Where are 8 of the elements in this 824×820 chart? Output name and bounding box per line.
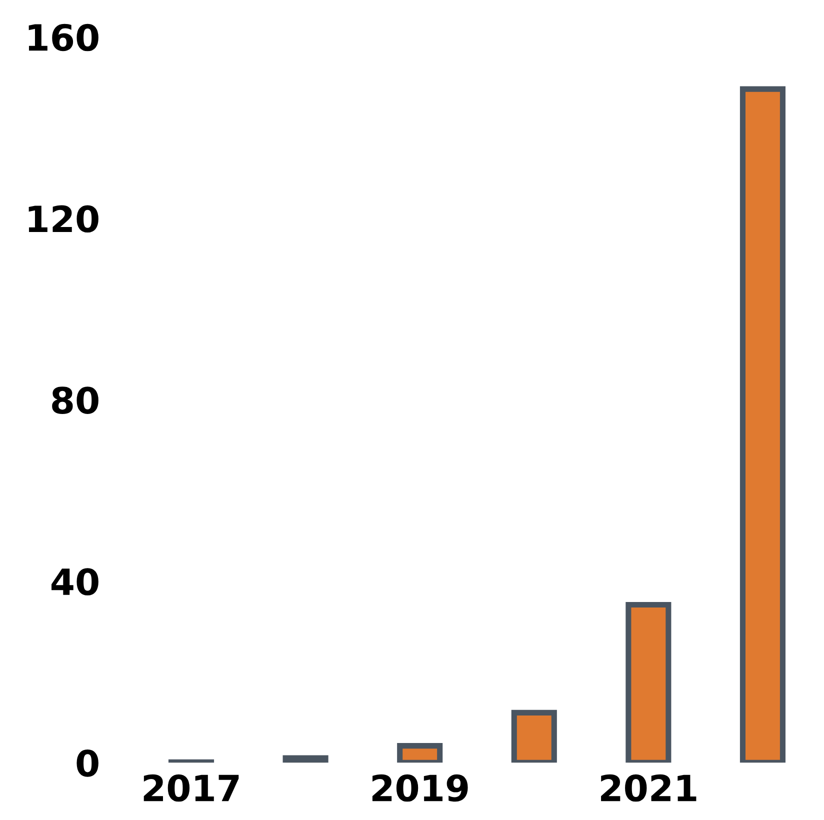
y-tick-label: 40 (52, 568, 98, 596)
x-tick-label: 2021 (601, 774, 696, 802)
x-tick-label: 2019 (372, 774, 468, 802)
y-tick-label: 80 (52, 386, 98, 414)
y-tick-label: 0 (76, 750, 98, 777)
y-tick-label: 160 (28, 24, 98, 52)
x-tick-label: 2017 (144, 774, 239, 802)
y-tick-label: 120 (28, 205, 98, 233)
